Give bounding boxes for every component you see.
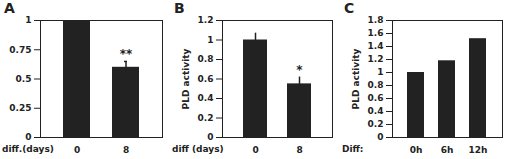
svg-text:0.4: 0.4 — [198, 93, 214, 103]
svg-text:0: 0 — [377, 132, 383, 142]
svg-text:0.25: 0.25 — [9, 103, 31, 113]
svg-text:1.2: 1.2 — [198, 15, 214, 25]
html-text:B: B — [174, 0, 185, 16]
svg-text:1.4: 1.4 — [368, 41, 384, 51]
svg-text:8: 8 — [296, 145, 302, 155]
svg-text:8: 8 — [123, 145, 129, 155]
svg-text:0.6: 0.6 — [368, 93, 384, 103]
svg-text:0: 0 — [25, 132, 31, 142]
svg-text:0.8: 0.8 — [198, 54, 214, 64]
svg-text:12h: 12h — [469, 145, 488, 155]
svg-text:1: 1 — [377, 67, 383, 77]
svg-text:0.75: 0.75 — [9, 45, 31, 55]
svg-text:1.8: 1.8 — [368, 15, 384, 25]
html-text:diff.(days): diff.(days) — [2, 144, 54, 154]
html-text:diff (days): diff (days) — [172, 144, 224, 154]
svg-text:0.2: 0.2 — [198, 113, 214, 123]
svg-text:1: 1 — [25, 15, 31, 25]
svg-text:0: 0 — [207, 132, 213, 142]
svg-text:0.5: 0.5 — [16, 74, 32, 84]
html-text:A: A — [4, 0, 15, 16]
svg-text:0.6: 0.6 — [198, 74, 214, 84]
svg-text:0: 0 — [252, 145, 258, 155]
html-text:Diff:: Diff: — [342, 144, 364, 154]
svg-text:0h: 0h — [410, 145, 423, 155]
svg-text:PLD activity: PLD activity — [181, 48, 191, 109]
svg-text:6h: 6h — [441, 145, 454, 155]
svg-text:0.2: 0.2 — [368, 119, 384, 129]
svg-text:1.2: 1.2 — [368, 54, 384, 64]
svg-text:PLD activity: PLD activity — [351, 48, 361, 109]
svg-text:0.4: 0.4 — [368, 106, 384, 116]
svg-text:0.8: 0.8 — [368, 80, 384, 90]
svg-text:1: 1 — [207, 35, 213, 45]
svg-text:**: ** — [120, 47, 133, 61]
svg-text:*: * — [296, 63, 303, 77]
html-text:C: C — [344, 0, 355, 16]
svg-text:1.6: 1.6 — [368, 28, 384, 38]
svg-text:0: 0 — [74, 145, 80, 155]
